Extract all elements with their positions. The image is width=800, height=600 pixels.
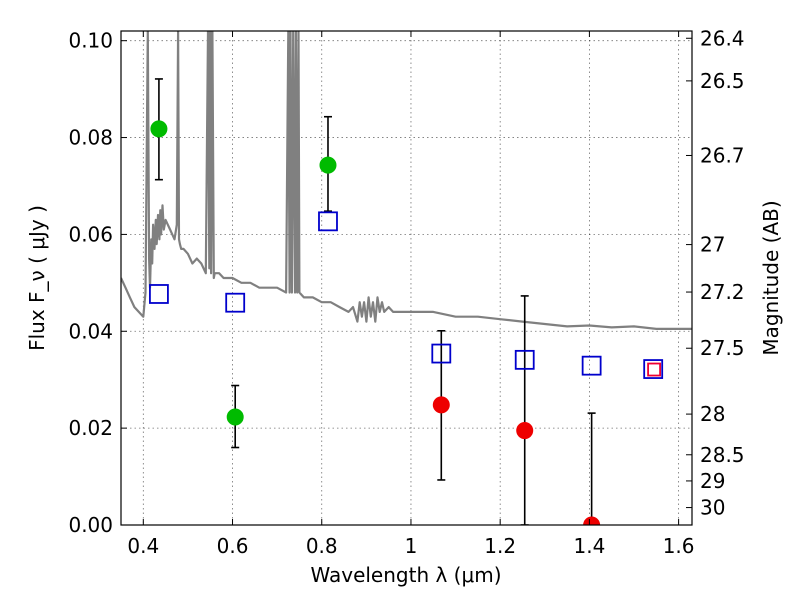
mag-tick-label: 30 <box>700 496 725 520</box>
plot-frame <box>120 30 693 526</box>
model-square-small <box>647 362 661 377</box>
data-point <box>150 120 168 138</box>
x-tick-label: 1 <box>405 534 418 558</box>
x-tick-label: 0.8 <box>306 534 338 558</box>
y-tick-label: 0.10 <box>68 29 113 53</box>
mag-tick-label: 27.2 <box>700 280 745 304</box>
model-square <box>643 359 664 379</box>
x-tick-label: 1.6 <box>663 534 695 558</box>
mag-tick-label: 26.5 <box>700 69 745 93</box>
data-point <box>583 516 601 525</box>
x-tick-label: 1.2 <box>484 534 516 558</box>
spectrum-line <box>121 31 692 330</box>
mag-tick-label: 29 <box>700 469 725 493</box>
data-point <box>432 396 450 414</box>
axis-ticks <box>121 31 692 526</box>
model-square <box>318 211 338 232</box>
data-point <box>226 408 244 426</box>
model-square <box>431 343 452 364</box>
model-square <box>225 292 246 313</box>
model-square <box>514 349 535 370</box>
y2-axis-title: Magnitude (AB) <box>759 200 783 355</box>
mag-tick-label: 26.7 <box>700 143 745 167</box>
y-tick-label: 0.08 <box>68 126 113 150</box>
x-tick-label: 0.4 <box>127 534 159 558</box>
data-point <box>319 156 337 174</box>
model-spectrum <box>121 31 692 330</box>
mag-tick-label: 28.5 <box>700 443 745 467</box>
y-tick-label: 0.04 <box>68 319 113 343</box>
y-tick-label: 0.06 <box>68 222 113 246</box>
x-axis-title: Wavelength λ (μm) <box>310 563 501 587</box>
y-axis-title: Flux F_ν ( μJy ) <box>25 205 49 351</box>
model-square <box>581 355 602 376</box>
mag-tick-label: 28 <box>700 402 725 426</box>
photometry-points <box>149 78 664 525</box>
mag-tick-label: 27.5 <box>700 336 745 360</box>
x-tick-label: 0.6 <box>217 534 249 558</box>
y-tick-label: 0.02 <box>68 416 113 440</box>
x-tick-label: 1.4 <box>573 534 605 558</box>
mag-tick-label: 27 <box>700 233 725 257</box>
data-point <box>516 422 534 440</box>
model-square <box>149 284 169 304</box>
y-tick-label: 0.00 <box>68 513 113 537</box>
mag-tick-label: 26.4 <box>700 26 745 50</box>
tick-labels: 0.4 0.6 0.8 1 1.2 1.4 1.6 0.00 0.02 0.04 0.06 0.08 0… <box>68 26 744 558</box>
